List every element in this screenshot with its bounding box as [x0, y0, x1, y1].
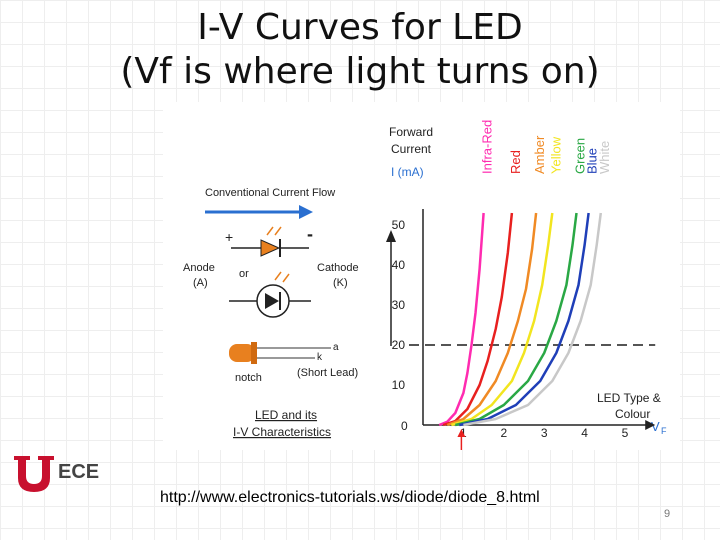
- y-tick-label: 40: [392, 258, 406, 272]
- series-line-green: [455, 212, 578, 427]
- ece-logo: ECE: [12, 454, 118, 494]
- y-tick-label: 10: [392, 378, 406, 392]
- y-tick-label: 20: [392, 338, 406, 352]
- series-line-blue: [459, 212, 590, 427]
- led-iv-figure: Conventional Current Flow + - Anode (A) …: [163, 102, 680, 450]
- vf-axis-sub: F: [661, 426, 667, 436]
- led-circle-symbol-icon: [229, 271, 311, 318]
- source-url[interactable]: http://www.electronics-tutorials.ws/diod…: [160, 489, 540, 506]
- current-flow-arrow-icon: [205, 205, 313, 219]
- anode-label: Anode: [183, 262, 215, 274]
- led-component-icon: [229, 342, 331, 364]
- logo-text: ECE: [58, 461, 99, 483]
- caption-line1: LED and its: [255, 408, 317, 422]
- legend-label-white: White: [597, 141, 612, 174]
- legend-label-red: Red: [508, 150, 523, 174]
- legend-label-green: Green: [573, 138, 588, 174]
- x-tick-label: 1: [460, 426, 467, 440]
- or-label: or: [239, 268, 249, 280]
- short-lead-label: (Short Lead): [297, 367, 358, 379]
- series-line-infra-red: [438, 212, 485, 427]
- led-type-line1: LED Type &: [597, 391, 661, 405]
- legend-label-infra-red: Infra-Red: [480, 120, 495, 174]
- series-line-white: [463, 212, 603, 427]
- y-tick-label: 50: [392, 218, 406, 232]
- x-tick-label: 5: [622, 426, 629, 440]
- led-symbol-icon: [231, 226, 309, 257]
- x-tick-label: 4: [581, 426, 588, 440]
- anode-abbr: (A): [193, 277, 208, 289]
- page-number: 9: [664, 508, 671, 520]
- slide-title: I-V Curves for LED (Vf is where light tu…: [0, 6, 720, 94]
- vf-axis-label: V F: [651, 419, 667, 436]
- lead-a-label: a: [333, 342, 339, 353]
- university-u-logo-icon: ECE: [14, 456, 99, 492]
- legend-label-blue: Blue: [585, 148, 600, 174]
- x-tick-label: 2: [500, 426, 507, 440]
- vf-marker-arrow-icon: [457, 429, 466, 437]
- series-line-red: [442, 212, 514, 427]
- y-tick-label: 30: [392, 298, 406, 312]
- ylabel-line1: Forward: [389, 125, 433, 139]
- x-axis-arrow-icon: [645, 420, 656, 430]
- y-axis-arrow-icon: [386, 230, 396, 346]
- led-type-line2: Colour: [615, 407, 650, 421]
- legend-label-amber: Amber: [532, 135, 547, 174]
- led-iv-svg: Conventional Current Flow + - Anode (A) …: [183, 120, 667, 450]
- x-tick-label: 3: [541, 426, 548, 440]
- notch-label: notch: [235, 372, 262, 384]
- cathode-label: Cathode: [317, 262, 359, 274]
- cathode-abbr: (K): [333, 277, 348, 289]
- series-line-yellow: [450, 212, 554, 427]
- yunit-label: I (mA): [391, 165, 424, 179]
- lead-k-label: k: [317, 352, 323, 363]
- origin-label: 0: [401, 419, 408, 433]
- vf-axis-v: V: [651, 419, 660, 434]
- slide-title-line2: (Vf is where light turns on): [120, 51, 600, 92]
- minus-sign: -: [307, 224, 313, 244]
- series-line-amber: [446, 212, 538, 427]
- ylabel-line2: Current: [391, 142, 432, 156]
- slide-title-line1: I-V Curves for LED: [197, 7, 523, 48]
- plus-sign: +: [225, 229, 233, 245]
- current-flow-label: Conventional Current Flow: [205, 187, 335, 199]
- caption-line2: I-V Characteristics: [233, 425, 331, 439]
- legend-label-yellow: Yellow: [548, 136, 563, 174]
